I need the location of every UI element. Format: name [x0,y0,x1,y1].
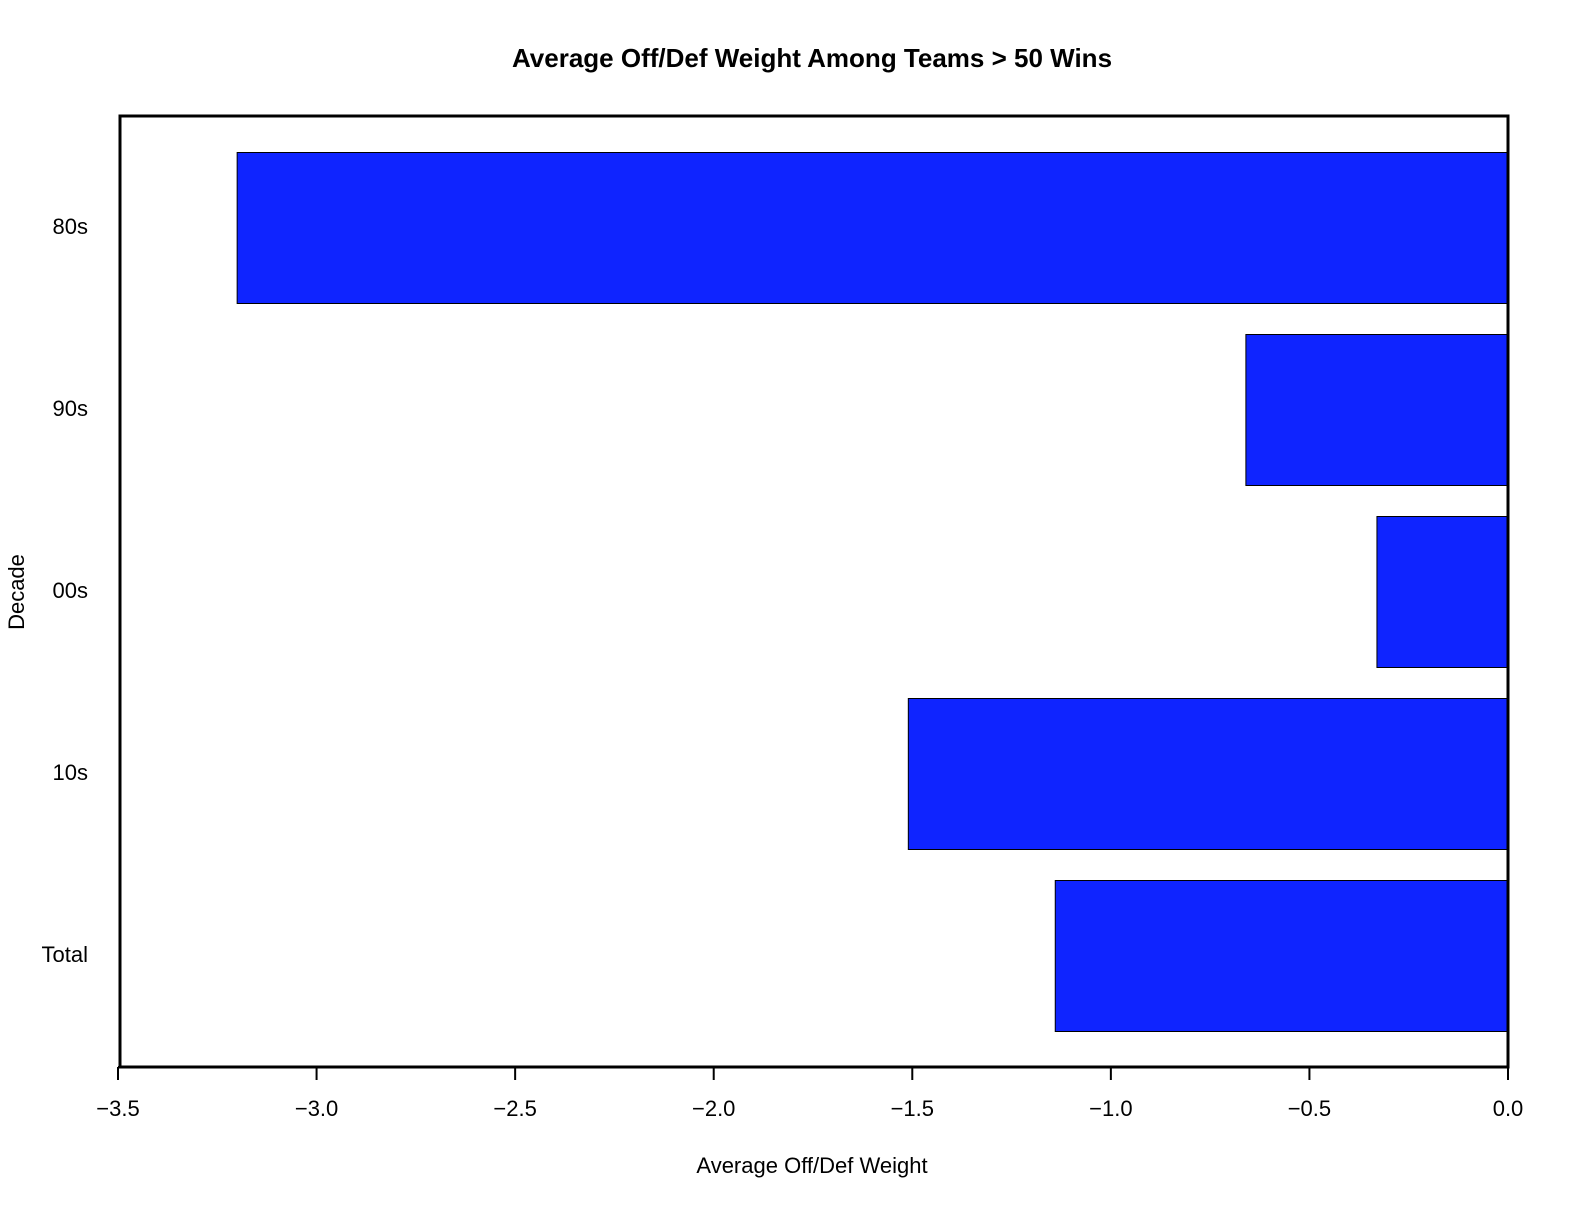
x-tick-label: −1.5 [891,1096,934,1121]
bar [1376,516,1509,668]
x-tick-label: −1.0 [1089,1096,1132,1121]
y-tick-label: Total [42,942,88,967]
x-tick-label: −2.5 [493,1096,536,1121]
x-tick-label: −2.0 [692,1096,735,1121]
x-tick-label: −0.5 [1288,1096,1331,1121]
chart-title: Average Off/Def Weight Among Teams > 50 … [512,43,1112,73]
bar [1054,880,1509,1032]
x-tick-label: −3.0 [295,1096,338,1121]
y-axis-label: Decade [4,554,29,630]
y-tick-label: 90s [53,396,88,421]
y-tick-label: 10s [53,760,88,785]
x-axis-label: Average Off/Def Weight [696,1153,927,1178]
bar [236,152,1509,304]
bar [907,698,1509,850]
x-tick-label: −3.5 [96,1096,139,1121]
bar [1245,334,1509,486]
y-tick-label: 00s [53,578,88,603]
y-tick-label: 80s [53,214,88,239]
x-tick-label: 0.0 [1493,1096,1524,1121]
